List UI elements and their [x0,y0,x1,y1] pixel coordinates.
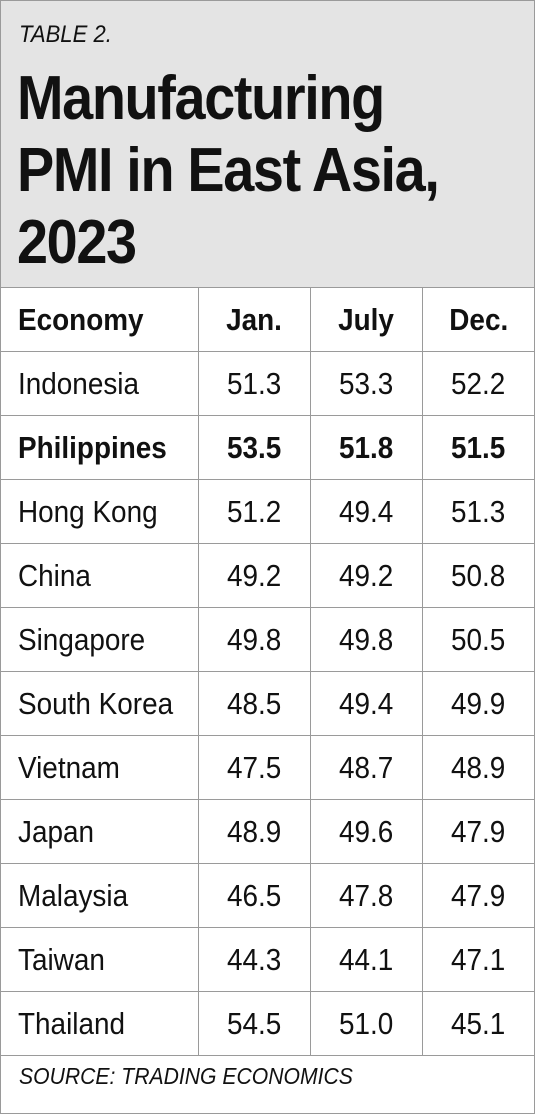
cell-jan: 51.2 [197,479,310,544]
cell-dec: 47.9 [421,799,534,864]
cell-dec: 51.5 [421,415,534,480]
cell-economy: Japan [1,799,198,864]
cell-july: 49.4 [309,479,422,544]
table-row: South Korea 48.5 49.4 49.9 [1,671,534,736]
cell-jan: 49.2 [197,543,310,608]
cell-dec: 52.2 [421,351,534,416]
table-row: Vietnam 47.5 48.7 48.9 [1,735,534,800]
table-row: Hong Kong 51.2 49.4 51.3 [1,479,534,544]
table-header: TABLE 2. Manufacturing PMI in East Asia,… [1,1,534,288]
cell-dec: 50.8 [421,543,534,608]
source-note: SOURCE: TRADING ECONOMICS [19,1063,353,1089]
cell-economy: Taiwan [1,927,198,992]
cell-dec: 45.1 [421,991,534,1056]
cell-july: 49.4 [309,671,422,736]
cell-july: 47.8 [309,863,422,928]
table-row: Philippines 53.5 51.8 51.5 [1,415,534,480]
cell-economy: Singapore [1,607,198,672]
cell-july: 44.1 [309,927,422,992]
cell-economy: Philippines [1,415,198,480]
cell-dec: 47.9 [421,863,534,928]
cell-jan: 48.9 [197,799,310,864]
cell-economy: Vietnam [1,735,198,800]
table-row: China 49.2 49.2 50.8 [1,543,534,608]
table-title: Manufacturing PMI in East Asia, 2023 [17,64,440,277]
cell-jan: 51.3 [197,351,310,416]
cell-jan: 54.5 [197,991,310,1056]
table-row: Malaysia 46.5 47.8 47.9 [1,863,534,928]
cell-july: 53.3 [309,351,422,416]
pmi-table: Economy Jan. July Dec. Indonesia 51.3 53.3… [1,288,534,1056]
cell-jan: 49.8 [197,607,310,672]
cell-july: 49.6 [309,799,422,864]
column-header-jan: Jan. [197,288,310,352]
cell-economy: China [1,543,198,608]
cell-jan: 47.5 [197,735,310,800]
cell-economy: Thailand [1,991,198,1056]
table-header-row: Economy Jan. July Dec. [1,288,534,352]
cell-jan: 48.5 [197,671,310,736]
cell-dec: 50.5 [421,607,534,672]
cell-july: 48.7 [309,735,422,800]
cell-dec: 49.9 [421,671,534,736]
cell-economy: Hong Kong [1,479,198,544]
table-label: TABLE 2. [19,21,112,48]
cell-jan: 46.5 [197,863,310,928]
cell-economy: Malaysia [1,863,198,928]
cell-jan: 44.3 [197,927,310,992]
cell-economy: South Korea [1,671,198,736]
table-row: Singapore 49.8 49.8 50.5 [1,607,534,672]
cell-july: 51.0 [309,991,422,1056]
table-row: Japan 48.9 49.6 47.9 [1,799,534,864]
cell-dec: 48.9 [421,735,534,800]
table-row: Indonesia 51.3 53.3 52.2 [1,351,534,416]
cell-july: 51.8 [309,415,422,480]
table-row: Taiwan 44.3 44.1 47.1 [1,927,534,992]
cell-july: 49.2 [309,543,422,608]
cell-july: 49.8 [309,607,422,672]
column-header-economy: Economy [1,288,198,352]
cell-dec: 51.3 [421,479,534,544]
column-header-dec: Dec. [421,288,534,352]
table-row: Thailand 54.5 51.0 45.1 [1,991,534,1056]
cell-economy: Indonesia [1,351,198,416]
cell-jan: 53.5 [197,415,310,480]
cell-dec: 47.1 [421,927,534,992]
column-header-july: July [309,288,422,352]
